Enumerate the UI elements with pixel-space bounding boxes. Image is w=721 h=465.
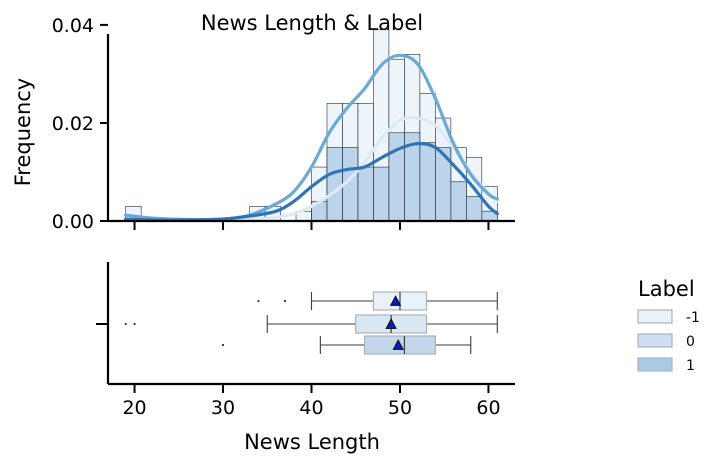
mean-marker <box>385 318 397 329</box>
legend-label: 1 <box>686 358 695 374</box>
outlier-point <box>257 299 260 303</box>
hist-bar-1-22 <box>466 196 483 222</box>
legend-items: -1 0 1 <box>637 309 700 374</box>
boxplot--1 <box>257 291 498 311</box>
box-x-tick-label: 40 <box>299 397 323 419</box>
outlier-point <box>133 322 136 326</box>
mean-marker <box>389 295 402 306</box>
kde-curves <box>124 53 499 223</box>
histogram-axes: 0.00 0.02 0.04 <box>52 15 515 233</box>
legend-swatch <box>637 357 673 372</box>
x-axis-title: News Length <box>244 430 380 454</box>
kde-line-1 <box>124 141 499 222</box>
legend-item-0: 0 <box>637 333 695 350</box>
legend-label: 0 <box>686 334 695 350</box>
histogram-bars <box>125 29 498 222</box>
hist-bar-1-16 <box>373 166 390 222</box>
hist-y-tick-label: 0.02 <box>52 113 94 135</box>
histogram-panel: 0.00 0.02 0.04 Frequency <box>11 15 515 233</box>
hist-bar-1-13 <box>326 147 343 222</box>
box-x-tick-label: 50 <box>388 397 412 419</box>
legend-swatch <box>637 309 673 324</box>
boxplot-0 <box>124 314 498 334</box>
boxplot-elements <box>124 291 498 355</box>
hist-bar-1-15 <box>357 166 374 222</box>
outlier-point <box>221 343 225 347</box>
legend-item-1: 1 <box>637 357 695 374</box>
box-x-tick-label: 30 <box>211 397 235 419</box>
legend-swatch <box>637 333 673 348</box>
mean-marker <box>392 339 404 350</box>
chart-title: News Length & Label <box>201 11 423 35</box>
boxplot-1 <box>221 335 472 355</box>
box-x-tick-label: 20 <box>122 397 146 419</box>
outlier-point <box>283 299 287 303</box>
legend-item--1: -1 <box>637 309 700 326</box>
legend-title: Label <box>638 277 695 301</box>
hist-bar-1-19 <box>419 142 436 222</box>
outlier-point <box>124 322 127 326</box>
hist-bar-1-21 <box>450 181 467 222</box>
boxplot-axes: 20 30 40 50 60 <box>96 262 515 419</box>
hist-y-tick-label: 0.04 <box>52 15 94 37</box>
hist-y-tick-label: 0.00 <box>52 211 94 233</box>
legend: Label -1 0 1 <box>637 277 700 374</box>
box-x-tick-label: 60 <box>476 397 500 419</box>
y-axis-title: Frequency <box>11 78 35 187</box>
boxplot-panel: 20 30 40 50 60 News Length <box>96 262 515 454</box>
legend-label: -1 <box>686 310 700 326</box>
